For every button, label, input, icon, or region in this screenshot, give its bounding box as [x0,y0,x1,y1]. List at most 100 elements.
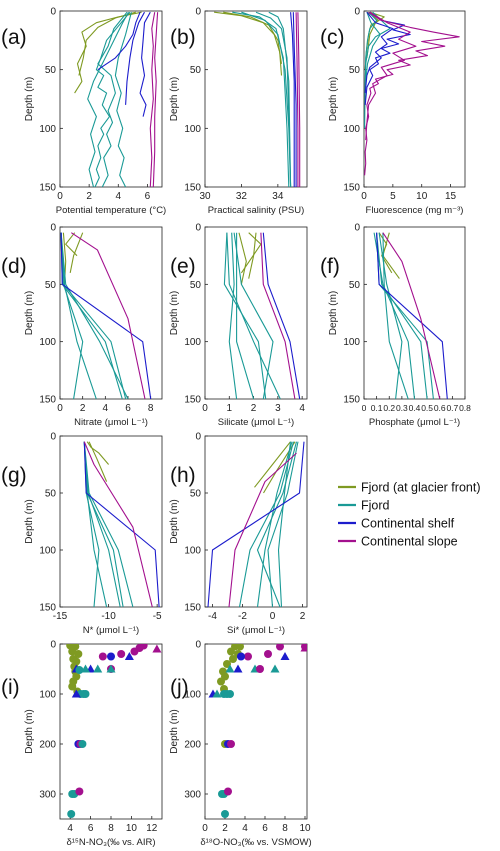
y-tick-label: 100 [184,337,201,348]
series-line-fjord [256,441,293,607]
data-point-slope [117,650,126,658]
data-point-fjord [78,740,87,748]
x-axis-label: δ¹⁸O-NO₃(‰ vs. VSMOW) [200,837,311,848]
panel-label: (i) [1,676,20,699]
series-line-fjord [238,441,295,607]
series-line-shelf [207,441,305,607]
plot-area [60,232,152,399]
x-axis-label: Nitrate (μmol L⁻¹) [74,417,148,428]
y-tick-label: 100 [343,337,360,348]
y-tick-label: 150 [184,183,201,194]
series-line-fjord-glacier [254,441,291,488]
y-tick-label: 50 [45,489,57,500]
series-line-fjord-glacier [238,232,247,285]
y-tick-label: 150 [343,395,360,406]
x-axis-label: Phosphate (μmol L⁻¹) [369,417,460,428]
plot-area [223,232,301,399]
y-tick-label: 100 [184,690,201,701]
series-line-slope [365,11,417,141]
y-axis-label: Depth (m) [169,499,180,543]
data-point-fjord-glacier [229,655,237,663]
series-line-fjord [228,232,238,399]
y-axis-label: Depth (m) [24,709,35,753]
series-line-fjord [83,441,134,607]
plot-area [66,644,162,818]
panel-label: (g) [1,464,27,487]
legend-label: Continental shelf [361,517,455,531]
series-line-fjord [236,232,255,399]
y-tick-label: 50 [349,280,361,291]
x-tick-label: 0.4 [409,403,421,413]
y-tick-label: 100 [184,546,201,557]
data-point-slope [98,652,107,661]
x-tick-label: 2 [251,403,257,414]
x-axis-label: Practical salinity (PSU) [208,205,305,216]
series-line-shelf [83,441,160,607]
x-tick-label: 10 [299,823,311,834]
x-tick-label: 4 [103,403,109,414]
x-tick-label: 0.1 [371,403,383,413]
x-tick-label: 0.5 [421,403,433,413]
data-triangle-fjord [270,664,280,673]
series-line-fjord [365,12,381,82]
series-line-fjord-glacier [214,11,283,76]
y-tick-label: 0 [195,640,201,651]
legend-label: Continental slope [361,535,458,549]
x-tick-label: 0 [270,611,276,622]
series-line-fjord [267,441,299,607]
plot-area [83,441,160,607]
x-tick-label: 4 [116,191,122,202]
x-tick-label: 12 [146,823,158,834]
y-axis-label: Depth (m) [328,77,339,121]
panel-label: (f) [320,255,340,278]
x-tick-label: 8 [108,823,114,834]
series-line-slope [295,12,299,187]
y-tick-label: 150 [39,395,56,406]
y-tick-label: 300 [39,790,56,801]
series-line-fjord [83,441,124,607]
x-tick-label: 6 [125,403,131,414]
y-tick-label: 150 [184,395,201,406]
data-triangle-slope [300,644,307,652]
series-line-shelf [290,12,295,187]
x-tick-label: 32 [236,191,248,202]
plot-area [208,644,307,818]
series-line-slope [70,232,146,399]
x-tick-label: -4 [208,611,217,622]
y-axis-label: Depth (m) [169,77,180,121]
y-tick-label: 0 [195,432,201,443]
y-tick-label: 150 [184,603,201,614]
y-tick-label: 0 [50,640,56,651]
data-triangle-shelf [71,689,81,698]
y-tick-label: 200 [39,740,56,751]
plot-area [373,232,448,399]
series-line-fjord [233,232,274,399]
plot-frame [204,435,308,608]
y-axis-label: Depth (m) [24,499,35,543]
plot-area [214,11,301,187]
data-point-slope [264,650,272,658]
data-point-fjord [75,666,84,674]
x-axis-label: Fluorescence (mg m⁻³) [366,205,464,216]
series-line-fjord [83,441,121,607]
x-tick-label: 4 [299,403,305,414]
series-line-fjord-glacier [65,232,78,257]
series-line-fjord [60,232,97,399]
x-tick-label: 0 [57,191,63,202]
y-tick-label: 50 [349,65,361,76]
series-line-shelf [292,12,297,187]
y-tick-label: 150 [39,183,56,194]
data-triangle-shelf [233,664,243,673]
data-point-fjord-glacier [236,644,244,651]
y-axis-label: Depth (m) [24,291,35,335]
data-point-fjord [67,810,76,818]
series-line-fjord [277,441,292,607]
legend-label: Fjord [361,499,390,513]
series-line-fjord [376,232,428,399]
x-axis-label: δ¹⁵N-NO₃(‰ vs. AIR) [66,837,155,848]
y-tick-label: 0 [195,7,201,18]
data-point-slope [75,787,84,796]
series-line-fjord [232,11,290,187]
x-tick-label: 0 [202,823,208,834]
